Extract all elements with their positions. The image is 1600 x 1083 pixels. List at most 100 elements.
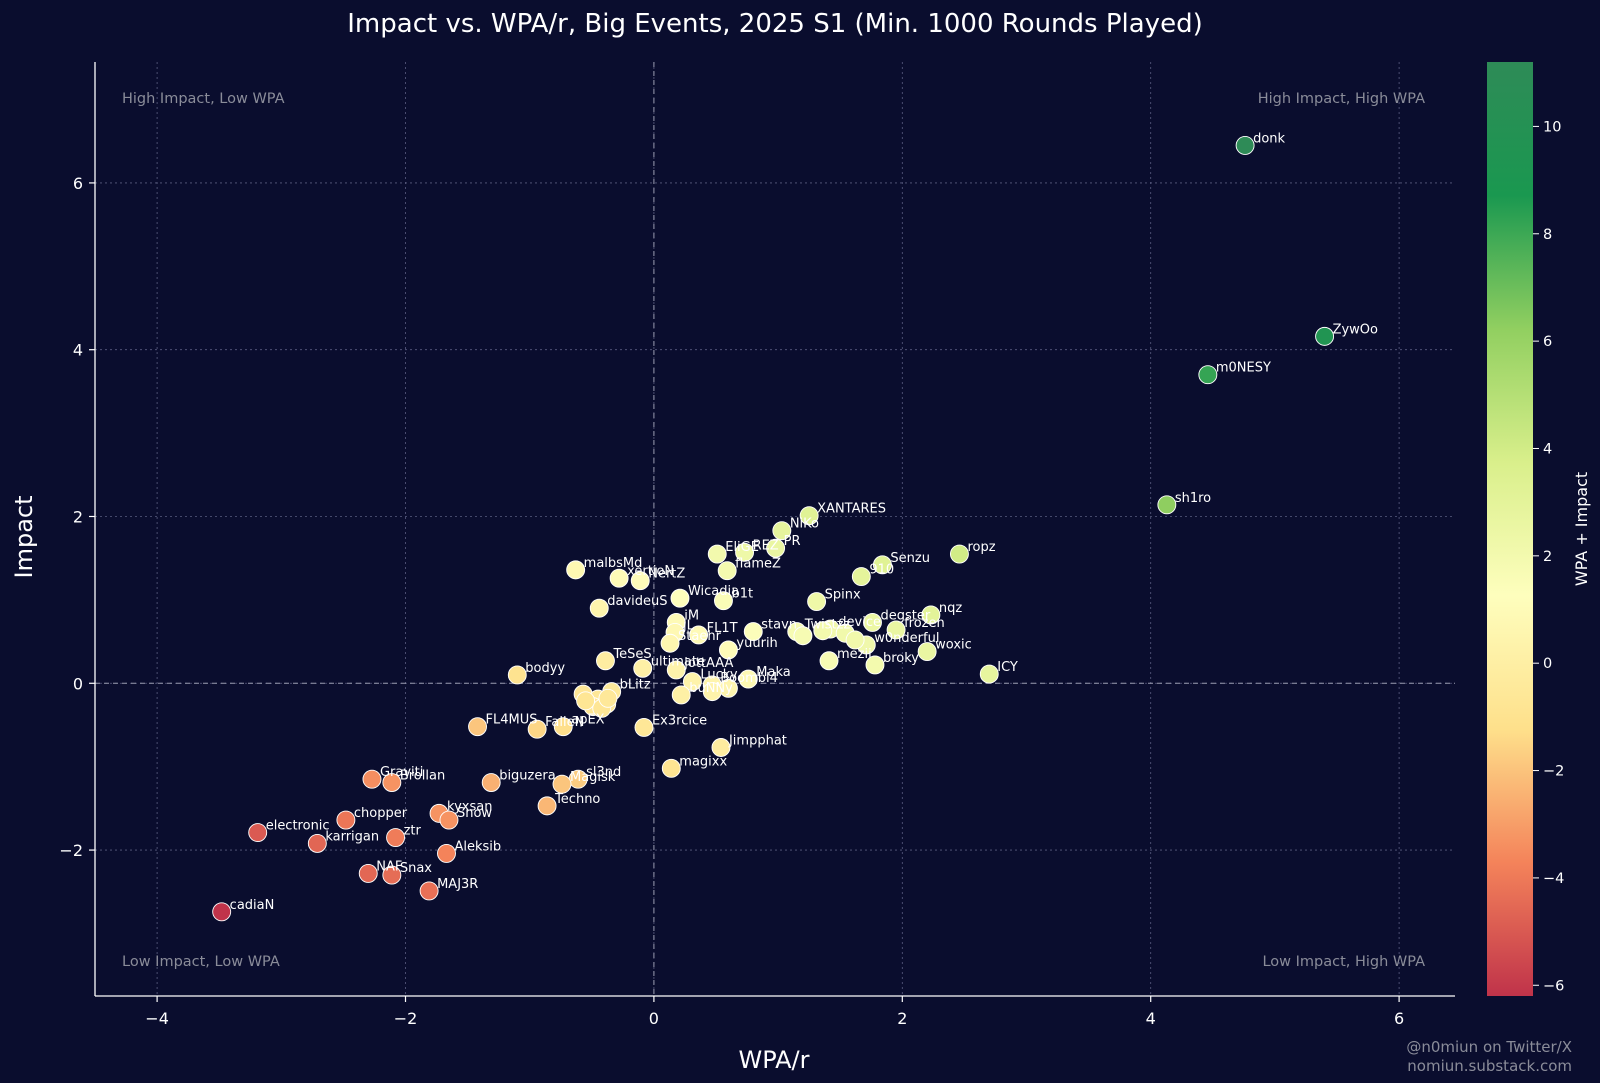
point-label: EliGE [725,540,759,555]
point-label: flameZ [735,557,781,572]
reference-lines [95,62,1455,996]
data-point [917,642,937,662]
x-tick-label: 2 [897,1009,907,1028]
data-point [481,773,501,792]
point-label: Ex3rcice [652,713,707,728]
data-point [921,605,941,625]
data-point [863,612,882,632]
point-label: ICY [997,660,1018,675]
data-point [468,717,487,737]
data-point [609,568,629,588]
point-label: bLitz [620,678,651,693]
point-label: FL4MUS [486,713,538,728]
point-label: bodyy [525,661,565,676]
x-axis-label: WPA/r [738,1046,809,1074]
colorbar-tick-label: 0 [1543,656,1552,672]
quadrant-label-bottom-right: Low Impact, High WPA [1262,954,1425,970]
data-point [386,828,406,848]
point-label: Senzu [890,551,930,566]
data-point [714,591,733,611]
data-point [576,691,596,711]
point-label: frozen [904,616,945,631]
chart-title: Impact vs. WPA/r, Big Events, 2025 S1 (M… [347,9,1202,39]
point-label: b1t [731,587,753,602]
point-label: PR [784,534,801,549]
data-point [596,651,615,671]
data-point [507,665,527,685]
y-axis-label: Impact [10,495,38,578]
x-tick-label: 6 [1394,1009,1404,1028]
colorbar-tick-label: −2 [1543,764,1564,780]
x-tick-label: 0 [649,1009,659,1028]
point-label: chopper [354,806,408,821]
point-label: Aleksib [454,839,501,854]
data-point [1235,135,1255,155]
point-label: Lucky [700,668,737,683]
point-label: Twistzz [804,618,851,633]
point-label: m0NESY [1216,361,1271,376]
data-point [851,567,871,586]
data-point [537,796,557,816]
data-point [437,843,456,863]
point-label: davideuS [607,594,667,609]
point-label: device [838,615,881,630]
data-point [865,655,885,675]
point-label: broky [883,651,919,666]
point-label: Wicadia [688,584,739,599]
data-point [336,810,356,830]
point-label: Graviti [380,765,423,780]
point-label: sl3nd [586,765,621,780]
point-label: electronic [266,819,330,834]
data-point [718,640,738,660]
point-label: magixx [679,754,727,769]
data-point [671,685,691,705]
data-point [1315,326,1335,346]
point-label: donk [1253,131,1285,146]
data-point [711,738,731,757]
point-label: woxic [935,638,972,653]
point-label: FalleN [545,715,584,730]
point-label: ztr [404,824,422,839]
point-label: Boombl4 [720,671,778,686]
colorbar-ticks: −6 −4 −2 0 2 4 6 8 10 [1533,119,1564,994]
data-point [707,544,727,564]
data-point [212,902,232,922]
data-point [358,863,378,883]
point-label: FL1T [707,621,738,636]
colorbar-label: WPA + Impact [1572,472,1591,586]
data-point [743,622,763,642]
point-label: w0nderful [874,631,939,646]
data-point [807,592,827,612]
data-point [439,810,459,830]
data-point [689,625,709,645]
point-label: NAF [376,859,402,874]
colorbar-tick-label: 6 [1543,334,1552,350]
point-label: MAJ3R [437,877,478,892]
point-label: buNNy [689,681,733,696]
point-label: cadiaN [230,898,275,913]
point-label: ZywOo [1333,322,1378,337]
data-point [717,561,737,581]
point-label: ropz [967,540,995,555]
data-point [845,630,865,650]
data-point [248,823,268,842]
point-label: REZ [753,538,779,553]
data-point [886,620,906,640]
data-point [553,717,573,737]
point-label: ultimate [651,654,705,669]
data-point [527,719,547,739]
data-point [552,774,572,794]
data-point [979,664,999,684]
data-point [589,598,609,618]
data-point [813,621,833,641]
point-label: jottAAA [683,656,733,671]
data-point [819,651,839,671]
colorbar-tick-label: 4 [1543,441,1552,457]
data-point [598,688,618,708]
point-label: mezii [837,647,872,662]
data-point [566,560,586,580]
data-point [630,571,650,591]
point-label: sh1ro [1175,491,1211,506]
